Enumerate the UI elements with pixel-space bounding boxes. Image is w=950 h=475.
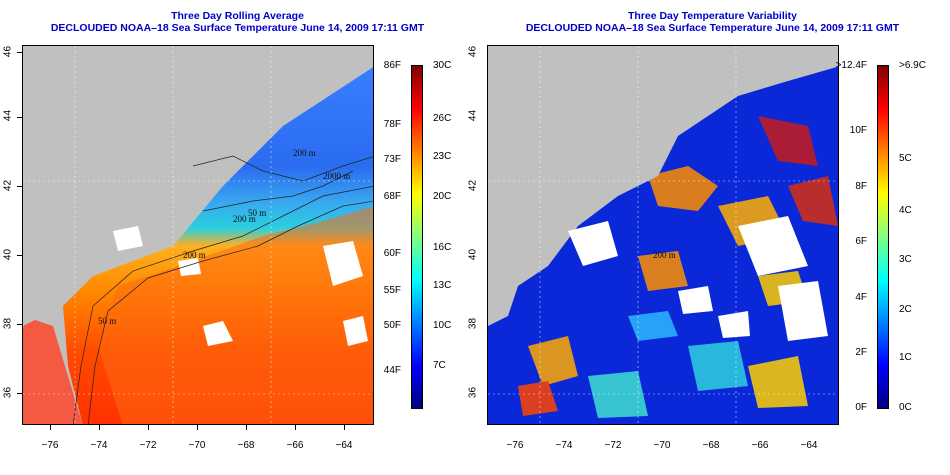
colorbar-c-label: 3C: [899, 254, 912, 265]
colorbar-c-label: 7C: [433, 360, 446, 371]
colorbar-f-label: 73F: [383, 154, 401, 165]
colorbar-f-label: 10F: [849, 125, 867, 136]
left-title: Three Day Rolling Average: [171, 10, 304, 22]
variability-colorbar: [877, 65, 889, 409]
x-tick-label: −76: [41, 440, 59, 451]
colorbar-c-label: 1C: [899, 352, 912, 363]
colorbar-f-label: 50F: [383, 320, 401, 331]
x-tick-label: −74: [90, 440, 108, 451]
right-subtitle: DECLOUDED NOAA–18 Sea Surface Temperatur…: [525, 22, 900, 34]
lat-lon-grid: [23, 46, 373, 424]
lat-lon-grid: [488, 46, 838, 424]
colorbar-c-label: 10C: [433, 320, 452, 331]
colorbar-f-label: 2F: [855, 347, 867, 358]
land-mass: [488, 46, 838, 326]
colorbar-f-label: 0F: [855, 402, 867, 413]
colorbar-c-label: >6.9C: [899, 60, 926, 71]
y-tick-label: 42: [467, 179, 479, 192]
colorbar-f-label: 60F: [383, 248, 401, 259]
contour-label: 200 m: [233, 214, 256, 224]
y-tick-label: 38: [467, 317, 479, 330]
sst-variability-panel: Three Day Temperature Variability DECLOU…: [468, 0, 950, 475]
colorbar-c-label: 4C: [899, 205, 912, 216]
colorbar-c-label: 30C: [433, 60, 452, 71]
x-tick-label: −66: [286, 440, 304, 451]
y-tick-label: 40: [467, 248, 479, 261]
contour-label: 50 m: [248, 208, 266, 218]
y-tick-label: 44: [467, 109, 479, 122]
contour-label: 50 m: [98, 316, 116, 326]
left-subtitle: DECLOUDED NOAA–18 Sea Surface Temperatur…: [50, 22, 425, 34]
cloud-mask-patches: [113, 226, 368, 346]
right-title: Three Day Temperature Variability: [627, 10, 798, 22]
colorbar-f-label: 6F: [855, 236, 867, 247]
x-tick-label: −68: [702, 440, 720, 451]
colorbar-f-label: 68F: [383, 191, 401, 202]
coastal-warm-patch: [23, 316, 83, 424]
warm-water-band: [98, 206, 373, 424]
x-tick-label: −76: [506, 440, 524, 451]
colorbar-f-label: >12.4F: [835, 60, 867, 71]
colorbar-c-label: 26C: [433, 113, 452, 124]
colorbar-c-label: 2C: [899, 304, 912, 315]
temperature-colorbar: [411, 65, 423, 409]
x-tick-label: −70: [653, 440, 671, 451]
y-tick-label: 46: [2, 45, 14, 58]
x-tick-label: −72: [604, 440, 622, 451]
x-tick-label: −72: [139, 440, 157, 451]
colorbar-c-label: 20C: [433, 191, 452, 202]
sst-variability-map[interactable]: 200 m: [487, 45, 839, 425]
y-tick-label: 44: [2, 109, 14, 122]
colorbar-c-label: 5C: [899, 153, 912, 164]
colorbar-f-label: 78F: [383, 119, 401, 130]
x-tick-label: −64: [800, 440, 818, 451]
x-tick-label: −68: [237, 440, 255, 451]
colorbar-c-label: 16C: [433, 242, 452, 253]
sst-average-panel: Three Day Rolling Average DECLOUDED NOAA…: [2, 10, 452, 452]
y-tick-label: 38: [2, 317, 14, 330]
colorbar-f-label: 55F: [383, 285, 401, 296]
cloud-mask-patches: [568, 216, 828, 341]
colorbar-c-label: 0C: [899, 402, 912, 413]
colorbar-f-label: 4F: [855, 292, 867, 303]
colorbar-c-label: 23C: [433, 151, 452, 162]
variability-patches: [518, 116, 838, 418]
sst-average-map[interactable]: 200 m 2000 m 200 m 50 m 200 m 50 m: [22, 45, 374, 425]
colorbar-c-label: 13C: [433, 280, 452, 291]
y-tick-label: 36: [467, 386, 479, 399]
x-tick-label: −74: [555, 440, 573, 451]
x-tick-label: −70: [188, 440, 206, 451]
contour-label: 200 m: [183, 250, 206, 260]
contour-labels: 200 m: [653, 250, 676, 260]
colorbar-f-label: 8F: [855, 181, 867, 192]
y-tick-label: 42: [2, 179, 14, 192]
y-tick-label: 36: [2, 386, 14, 399]
colorbar-f-label: 44F: [383, 365, 401, 376]
y-tick-label: 40: [2, 248, 14, 261]
contour-label: 2000 m: [323, 171, 350, 181]
contour-labels: 200 m 2000 m 200 m 50 m 200 m 50 m: [98, 148, 350, 326]
contour-label: 200 m: [293, 148, 316, 158]
x-tick-label: −64: [335, 440, 353, 451]
x-tick-label: −66: [751, 440, 769, 451]
land-mass: [23, 46, 373, 326]
colorbar-f-label: 86F: [383, 60, 401, 71]
y-tick-label: 46: [467, 45, 479, 58]
contour-label: 200 m: [653, 250, 676, 260]
